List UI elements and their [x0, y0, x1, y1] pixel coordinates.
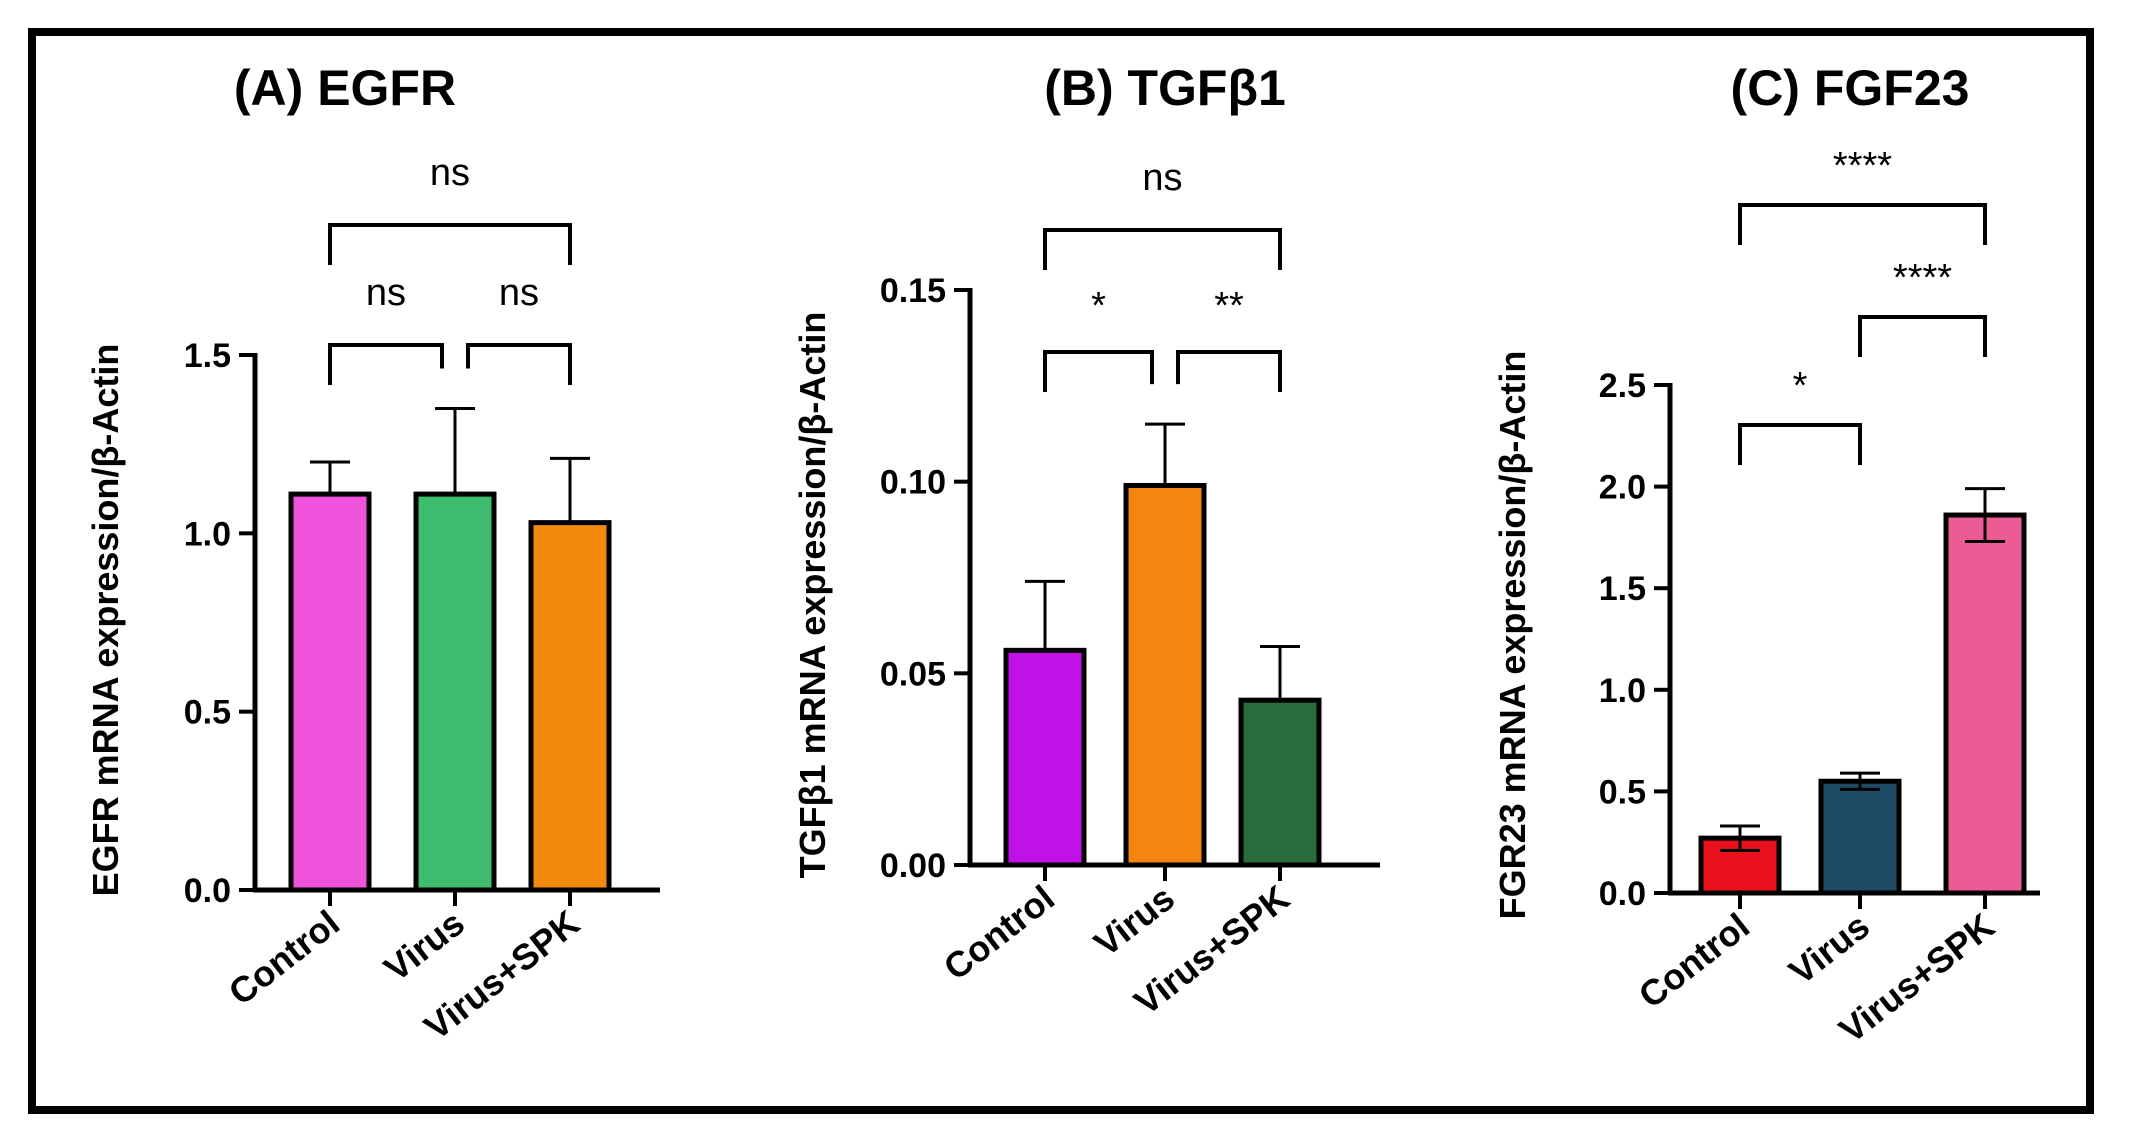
category-label: Control [221, 902, 347, 1013]
bar-control [1003, 647, 1087, 868]
significance-label: **** [1893, 257, 1952, 299]
significance-label: * [1793, 365, 1808, 407]
significance-label: ** [1214, 285, 1244, 327]
y-tick-label: 0.00 [880, 847, 946, 885]
y-tick-label: 0.5 [184, 694, 231, 732]
significance-label: * [1091, 285, 1106, 327]
y-axis-label: FGR23 mRNA expression/β-Actin [1492, 351, 1533, 920]
chart-title: (A) EGFR [234, 60, 456, 116]
y-tick-label: 1.5 [1599, 570, 1646, 608]
y-tick-label: 1.5 [184, 337, 231, 375]
significance-label: **** [1833, 145, 1892, 187]
y-tick-label: 0.15 [880, 272, 946, 310]
chart-title: (B) TGFβ1 [1044, 60, 1286, 116]
y-axis-label: EGFR mRNA expression/β-Actin [85, 344, 126, 897]
bar-virus [413, 491, 497, 893]
category-label: Virus [1086, 877, 1182, 964]
y-tick-label: 0.5 [1599, 773, 1646, 811]
significance-bracket [1858, 315, 1987, 357]
category-label: Virus [376, 902, 472, 989]
category-label: Virus [1781, 905, 1877, 992]
bar-virus [1123, 483, 1207, 868]
bar-virus-spk [1238, 697, 1322, 868]
bar-virus [1818, 778, 1902, 896]
significance-bracket [1738, 203, 1987, 245]
y-tick-label: 1.0 [1599, 672, 1646, 710]
significance-label: ns [430, 152, 470, 194]
y-axis-label: TGFβ1 mRNA expression/β-Actin [792, 312, 833, 879]
y-tick-label: 1.0 [184, 515, 231, 553]
y-tick-label: 0.05 [880, 655, 946, 693]
significance-label: ns [366, 272, 406, 314]
bar-virus-spk [528, 520, 612, 893]
significance-bracket [328, 343, 444, 385]
y-tick-label: 0.10 [880, 464, 946, 502]
chart-panel-2: (B) TGFβ1 TGFβ1 mRNA expression/β-Actin 0.… [792, 60, 1380, 1023]
y-tick-label: 0.0 [1599, 875, 1646, 913]
y-tick-label: 2.5 [1599, 367, 1646, 405]
significance-bracket [1043, 350, 1154, 392]
significance-bracket [1176, 350, 1282, 392]
chart-panel-1: (A) EGFR EGFR mRNA expression/β-Actin 0.0 0… [85, 60, 660, 1048]
category-label: Control [1631, 905, 1757, 1016]
bar-virus-spk [1943, 512, 2027, 896]
y-tick-label: 0.0 [184, 872, 231, 910]
chart-panel-3: (C) FGF23 FGR23 mRNA expression/β-Actin 0.… [1492, 60, 2040, 1051]
figure-frame [28, 28, 2094, 1114]
significance-label: ns [499, 272, 539, 314]
y-tick-label: 2.0 [1599, 469, 1646, 507]
category-label: Control [936, 877, 1062, 988]
significance-bracket [328, 223, 572, 265]
significance-bracket [1043, 228, 1282, 270]
chart-title: (C) FGF23 [1731, 60, 1970, 116]
significance-bracket [466, 343, 572, 385]
significance-label: ns [1142, 157, 1182, 199]
significance-bracket [1738, 423, 1862, 465]
bar-control [288, 491, 372, 893]
